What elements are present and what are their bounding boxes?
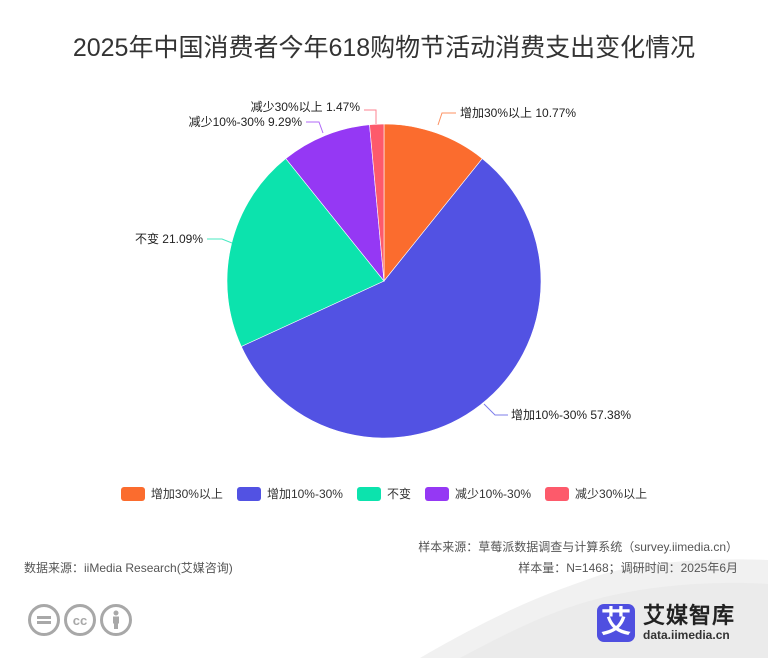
slice-label: 减少30%以上 1.47% [251,100,361,114]
data-source-text: 数据来源：iiMedia Research(艾媒咨询) [24,561,233,575]
slice-label: 不变 21.09% [135,231,203,246]
legend-label: 减少10%-30% [455,487,532,501]
legend-label: 增加10%-30% [266,487,343,501]
pie-slices [226,123,542,439]
leader-line [437,112,456,126]
legend-swatch [120,486,145,501]
pie-slice[interactable] [369,123,385,282]
license-icons: cc [28,604,132,636]
pie-chart: 增加30%以上 10.77% 增加10%-30% 57.38% 不变 21.09% 减… [135,100,631,439]
legend-swatch [545,486,570,501]
brand-logo-icon: 艾 [597,604,635,642]
legend-item-increase-30-plus[interactable]: 增加30%以上 [120,485,223,502]
leader-line [483,403,508,416]
legend-swatch [236,486,261,501]
sample-source-text: 样本来源：草莓派数据调查与计算系统（survey.iimedia.cn） [418,540,738,554]
legend-item-increase-10-30[interactable]: 增加10%-30% [236,485,343,502]
pie-slice[interactable] [285,124,385,282]
equals-icon [28,604,60,636]
slice-label: 增加30%以上 10.77% [460,106,576,120]
leader-line [207,238,233,244]
slice-label: 增加10%-30% 57.38% [511,408,631,422]
person-icon [100,604,132,636]
brand-name: 艾媒智库 [643,603,736,628]
leader-line [364,109,377,124]
pie-slice[interactable] [226,158,385,347]
pie-labels: 增加30%以上 10.77% 增加10%-30% 57.38% 不变 21.09% 减… [135,100,631,422]
brand-logo-block: 艾 艾媒智库 data.iimedia.cn [597,604,735,642]
leader-line [306,121,324,134]
brand-url: data.iimedia.cn [643,628,730,642]
pie-slice[interactable] [240,158,542,439]
legend-label: 不变 [386,487,411,501]
slice-label: 减少10%-30% 9.29% [189,115,303,129]
legend-label: 增加30%以上 [150,487,223,501]
legend-label: 减少30%以上 [575,487,648,501]
pie-leader-lines [207,109,508,416]
sample-info-text: 样本量：N=1468；调研时间：2025年6月 [518,561,738,575]
pie-slice[interactable] [383,123,483,282]
cc-icon: cc [64,604,96,636]
legend-item-decrease-30-plus[interactable]: 减少30%以上 [545,485,647,502]
legend-item-decrease-10-30[interactable]: 减少10%-30% [425,485,531,502]
legend-swatch [356,486,381,501]
legend-swatch [425,486,449,501]
chart-legend: 增加30%以上 增加10%-30% 不变 减少10%-30% 减少30%以上 [0,485,768,502]
chart-title: 2025年中国消费者今年618购物节活动消费支出变化情况 [72,34,696,62]
legend-item-unchanged[interactable]: 不变 [356,485,411,502]
